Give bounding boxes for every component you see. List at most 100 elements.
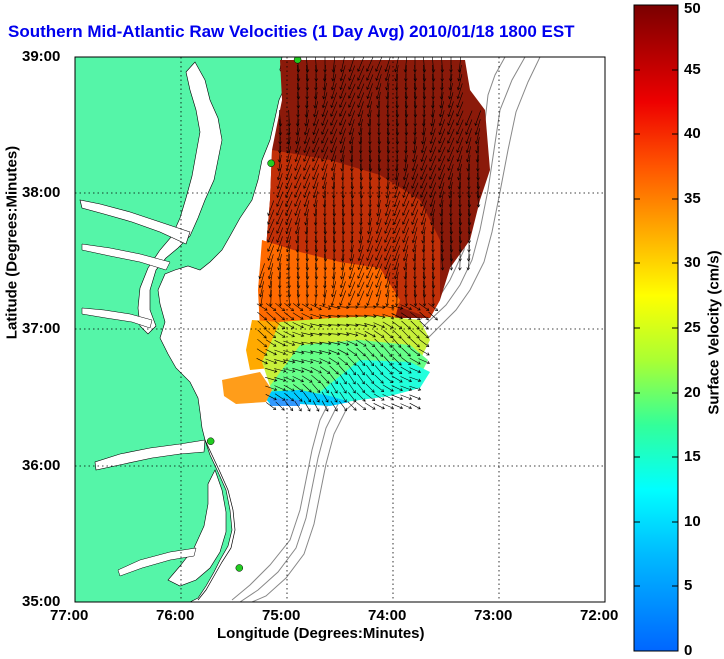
velocity-arrow xyxy=(440,235,445,253)
velocity-arrow xyxy=(384,65,391,82)
velocity-arrow xyxy=(456,101,464,117)
velocity-arrow xyxy=(339,74,346,91)
velocity-arrow xyxy=(310,304,322,311)
velocity-arrow xyxy=(357,254,364,271)
velocity-arrow xyxy=(413,289,418,307)
velocity-arrow xyxy=(400,394,413,400)
velocity-arrow xyxy=(366,263,374,279)
velocity-arrow xyxy=(431,253,436,271)
y-tick-label: 36:00 xyxy=(22,457,61,474)
velocity-arrow xyxy=(356,402,367,411)
velocity-arrow xyxy=(321,128,329,144)
velocity-arrow xyxy=(332,199,337,217)
velocity-arrow xyxy=(449,253,454,271)
velocity-arrow xyxy=(286,253,291,271)
velocity-arrow xyxy=(420,191,428,207)
velocity-arrow xyxy=(301,332,314,337)
velocity-arrow xyxy=(385,182,390,199)
x-tick-label: 72:00 xyxy=(580,607,619,624)
velocity-arrow xyxy=(384,227,392,243)
velocity-arrow xyxy=(338,365,348,375)
velocity-arrow xyxy=(330,92,337,109)
velocity-arrow xyxy=(411,218,418,235)
velocity-arrow xyxy=(345,314,359,318)
velocity-arrow xyxy=(347,401,357,411)
velocity-arrow xyxy=(267,218,275,234)
velocity-arrow xyxy=(321,101,328,118)
velocity-arrow xyxy=(385,191,390,208)
velocity-arrow xyxy=(413,100,418,118)
velocity-arrow xyxy=(314,226,318,244)
velocity-arrow xyxy=(330,374,339,385)
colorbar-tick-label: 20 xyxy=(684,384,701,401)
velocity-arrow xyxy=(265,377,278,382)
velocity-arrow xyxy=(400,312,412,320)
velocity-arrow xyxy=(366,281,374,297)
velocity-arrow xyxy=(319,350,332,355)
velocity-arrow xyxy=(384,57,391,73)
velocity-arrow xyxy=(410,338,420,348)
velocity-arrow xyxy=(274,349,287,355)
velocity-arrow xyxy=(304,110,309,127)
velocity-arrow xyxy=(278,289,283,307)
velocity-arrow xyxy=(292,331,305,337)
velocity-arrow xyxy=(266,311,276,321)
velocity-arrow xyxy=(438,128,446,144)
velocity-arrow xyxy=(336,305,350,310)
velocity-arrow xyxy=(285,182,293,198)
velocity-arrow xyxy=(375,272,383,289)
velocity-arrow xyxy=(375,263,383,279)
velocity-arrow xyxy=(310,366,322,374)
velocity-arrow xyxy=(303,146,311,162)
velocity-arrow xyxy=(303,137,310,154)
velocity-arrow xyxy=(274,368,287,373)
velocity-arrow xyxy=(310,358,323,364)
velocity-arrow xyxy=(402,200,410,216)
velocity-arrow xyxy=(339,401,347,412)
velocity-arrow xyxy=(328,305,341,310)
velocity-arrow xyxy=(319,304,332,310)
velocity-arrow xyxy=(357,263,365,279)
velocity-arrow xyxy=(294,182,302,198)
velocity-arrow xyxy=(285,164,292,181)
velocity-arrow xyxy=(383,338,393,348)
velocity-arrow xyxy=(348,392,357,403)
velocity-arrow xyxy=(404,136,408,154)
velocity-arrow xyxy=(375,218,382,235)
velocity-arrow xyxy=(348,365,357,376)
velocity-arrow xyxy=(274,393,286,401)
velocity-arrow xyxy=(283,376,296,382)
velocity-arrow xyxy=(365,374,375,385)
velocity-arrow xyxy=(377,127,382,145)
velocity-arrow xyxy=(392,338,402,348)
velocity-arrow xyxy=(339,119,347,136)
velocity-arrow xyxy=(429,200,436,217)
velocity-arrow xyxy=(339,137,346,154)
velocity-arrow xyxy=(301,375,313,383)
velocity-arrow xyxy=(429,182,437,199)
velocity-arrow xyxy=(374,347,384,358)
velocity-arrow xyxy=(284,392,295,402)
velocity-arrow xyxy=(364,323,377,328)
velocity-arrow xyxy=(394,280,399,298)
velocity-arrow xyxy=(258,272,265,289)
velocity-arrow xyxy=(339,391,347,403)
velocity-arrow xyxy=(341,181,345,199)
velocity-arrow xyxy=(363,314,377,319)
velocity-arrow xyxy=(409,303,421,311)
velocity-arrow xyxy=(305,253,310,271)
delmarva-station xyxy=(267,159,275,168)
velocity-arrow xyxy=(375,83,382,100)
pamlico-sound xyxy=(167,469,227,587)
velocity-arrow xyxy=(292,322,304,329)
velocity-arrow xyxy=(420,200,427,217)
velocity-arrow xyxy=(322,290,327,307)
velocity-arrow xyxy=(303,119,310,136)
velocity-arrow xyxy=(475,145,480,163)
velocity-arrow xyxy=(348,373,356,385)
velocity-arrow xyxy=(312,146,320,162)
velocity-arrow xyxy=(411,155,418,172)
velocity-arrow xyxy=(284,401,294,412)
velocity-arrow xyxy=(386,145,391,163)
velocity-arrow xyxy=(267,245,274,262)
